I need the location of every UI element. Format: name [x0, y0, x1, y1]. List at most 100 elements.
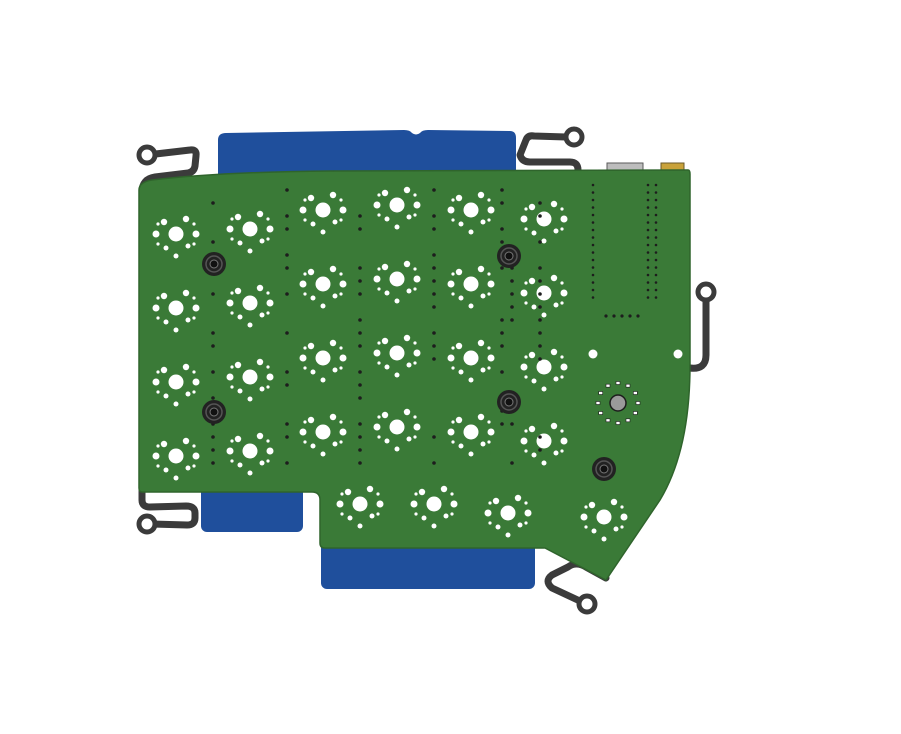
via-dot	[211, 331, 215, 335]
via-dot	[500, 227, 504, 231]
header-pin	[647, 274, 650, 277]
header-pin	[647, 236, 650, 239]
via-dot	[432, 357, 436, 361]
encoder-pin	[599, 412, 603, 415]
via-dot	[358, 214, 362, 218]
via-dot	[285, 214, 289, 218]
encoder-pin	[633, 412, 637, 415]
header-pin	[655, 236, 658, 239]
header-pin	[647, 289, 650, 292]
encoder-pin	[616, 382, 620, 385]
via-dot	[285, 253, 289, 257]
via-dot	[432, 214, 436, 218]
via-dot	[358, 266, 362, 270]
via-dot	[538, 357, 542, 361]
header-pin	[647, 191, 650, 194]
header-pin	[655, 244, 658, 247]
via-dot	[211, 461, 215, 465]
header-pin	[655, 229, 658, 232]
via-dot	[432, 266, 436, 270]
encoder-pin	[606, 419, 610, 422]
via-dot	[510, 305, 514, 309]
via-dot	[211, 201, 215, 205]
header-pin	[592, 206, 595, 209]
standoff-icon	[202, 400, 226, 424]
bumper-ring-top-right	[566, 129, 582, 145]
via-dot	[358, 422, 362, 426]
encoder-pin	[636, 402, 640, 405]
via-dot	[538, 292, 542, 296]
via-dot	[538, 331, 542, 335]
via-dot	[538, 279, 542, 283]
via-dot	[432, 227, 436, 231]
header-pin	[592, 289, 595, 292]
header-pin	[647, 296, 650, 299]
header-pin	[655, 289, 658, 292]
via-dot	[510, 279, 514, 283]
via-dot	[358, 331, 362, 335]
header-pin	[655, 199, 658, 202]
via-dot	[538, 435, 542, 439]
header-pin	[592, 296, 595, 299]
header-pin	[647, 184, 650, 187]
bumper-arm-right	[690, 300, 706, 368]
header-pin	[655, 266, 658, 269]
via-dot	[538, 240, 542, 244]
header-pin	[655, 191, 658, 194]
header-pin	[655, 251, 658, 254]
via-dot	[636, 314, 639, 317]
header-pin	[647, 206, 650, 209]
via-dot	[211, 344, 215, 348]
header-pin	[647, 229, 650, 232]
encoder-pin	[626, 419, 630, 422]
via-dot	[538, 344, 542, 348]
via-dot	[538, 318, 542, 322]
via-dot	[538, 214, 542, 218]
header-pin	[592, 229, 595, 232]
via-dot	[500, 318, 504, 322]
mount-hole	[674, 350, 683, 359]
header-pin	[592, 259, 595, 262]
bumper-ring-bottom-left	[139, 516, 155, 532]
standoff-icon	[497, 390, 521, 414]
header-pin	[647, 259, 650, 262]
via-dot	[358, 344, 362, 348]
encoder-pin	[616, 422, 620, 425]
header-pin	[592, 266, 595, 269]
via-dot	[612, 314, 615, 317]
via-dot	[432, 305, 436, 309]
via-dot	[510, 461, 514, 465]
bumper-ring-bottom-right	[579, 596, 595, 612]
header-pin	[655, 206, 658, 209]
via-dot	[510, 318, 514, 322]
header-pin	[647, 199, 650, 202]
header-pin	[655, 184, 658, 187]
header-pin	[647, 214, 650, 217]
via-dot	[211, 396, 215, 400]
header-pin	[592, 281, 595, 284]
via-dot	[285, 292, 289, 296]
via-dot	[500, 370, 504, 374]
via-dot	[432, 188, 436, 192]
via-dot	[358, 448, 362, 452]
encoder-pin	[596, 402, 600, 405]
via-dot	[285, 422, 289, 426]
via-dot	[211, 240, 215, 244]
via-dot	[358, 227, 362, 231]
via-dot	[285, 266, 289, 270]
via-dot	[285, 383, 289, 387]
via-dot	[500, 240, 504, 244]
via-dot	[432, 331, 436, 335]
encoder-pin	[599, 392, 603, 395]
header-pin	[592, 221, 595, 224]
via-dot	[620, 314, 623, 317]
via-dot	[538, 201, 542, 205]
header-pin	[655, 221, 658, 224]
via-dot	[432, 461, 436, 465]
header-pin	[592, 251, 595, 254]
header-pin	[647, 281, 650, 284]
via-dot	[285, 370, 289, 374]
rotary-encoder-icon	[610, 395, 626, 411]
via-dot	[500, 344, 504, 348]
